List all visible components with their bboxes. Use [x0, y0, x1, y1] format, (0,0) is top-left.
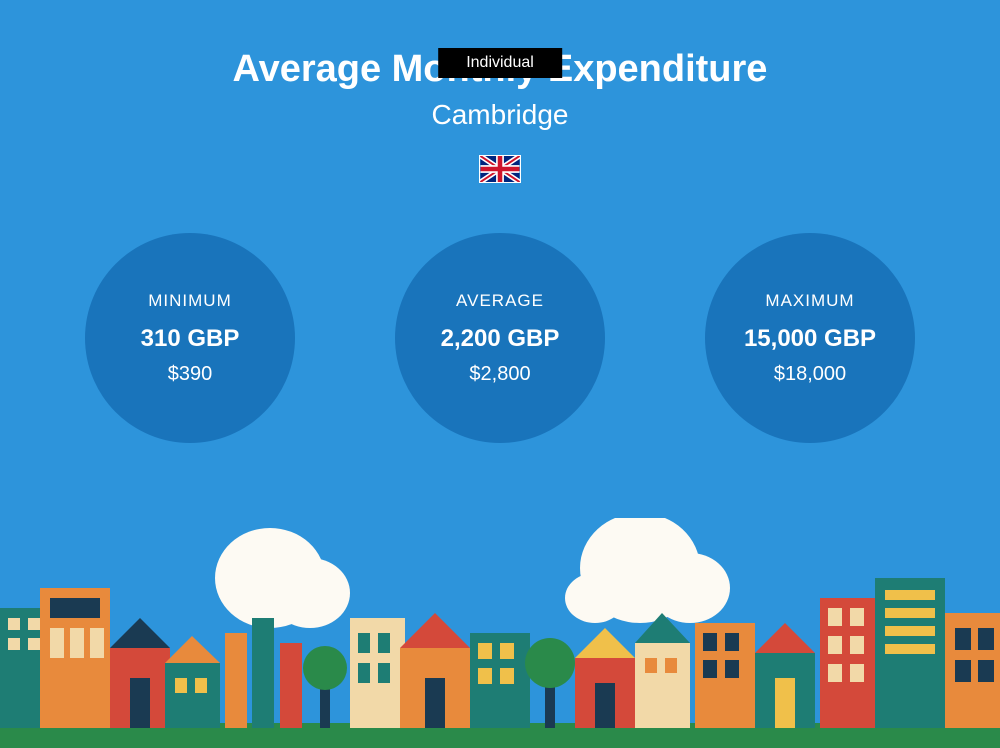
- cityscape-illustration: [0, 518, 1000, 748]
- stat-label: AVERAGE: [456, 291, 544, 311]
- stat-usd: $18,000: [774, 363, 846, 386]
- stat-label: MINIMUM: [148, 291, 231, 311]
- stat-value: 15,000 GBP: [744, 325, 876, 353]
- location-subtitle: Cambridge: [0, 99, 1000, 131]
- stat-average: AVERAGE 2,200 GBP $2,800: [395, 233, 605, 443]
- category-badge: Individual: [438, 48, 562, 78]
- stat-usd: $390: [168, 363, 213, 386]
- stats-row: MINIMUM 310 GBP $390 AVERAGE 2,200 GBP $…: [0, 233, 1000, 443]
- stat-maximum: MAXIMUM 15,000 GBP $18,000: [705, 233, 915, 443]
- stat-label: MAXIMUM: [765, 291, 854, 311]
- stat-usd: $2,800: [469, 363, 530, 386]
- stat-value: 2,200 GBP: [441, 325, 560, 353]
- stat-minimum: MINIMUM 310 GBP $390: [85, 233, 295, 443]
- stat-value: 310 GBP: [141, 325, 240, 353]
- uk-flag-icon: [479, 155, 521, 183]
